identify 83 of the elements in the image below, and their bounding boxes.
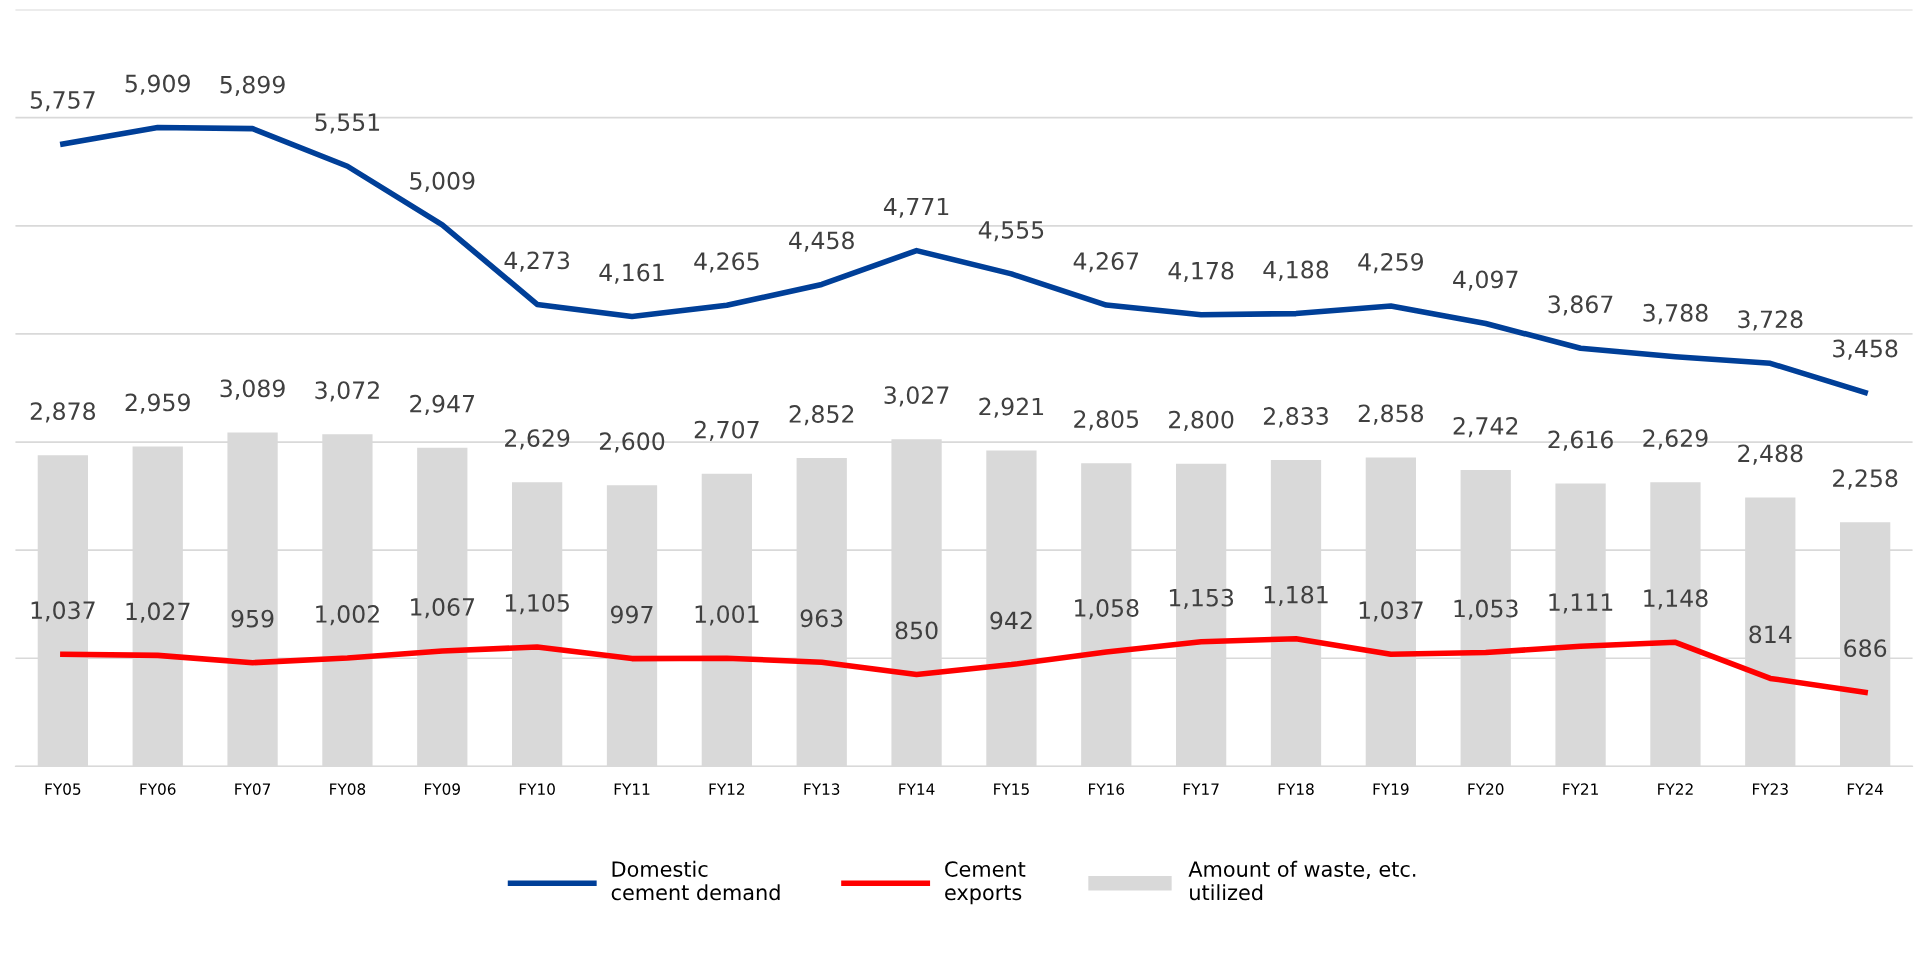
data-label: 3,867: [1548, 295, 1613, 316]
data-label: 2,616: [1548, 430, 1613, 451]
data-label: 959: [231, 609, 274, 628]
data-label: 2,629: [505, 429, 570, 450]
data-label: 942: [990, 611, 1032, 630]
legend-label: Domestic cement demand: [611, 860, 780, 901]
data-label: 4,265: [694, 252, 759, 273]
x-tick-label: FY13: [804, 783, 840, 795]
data-label: 2,629: [1643, 429, 1708, 450]
data-label: 4,178: [1168, 261, 1234, 282]
data-label: 3,788: [1643, 303, 1708, 325]
x-tick-label: FY11: [614, 783, 650, 795]
x-tick-label: FY06: [140, 783, 176, 795]
data-label: 2,858: [1358, 404, 1424, 425]
data-label: 2,833: [1263, 407, 1328, 428]
data-label: 2,258: [1833, 469, 1898, 490]
data-label: 814: [1749, 625, 1792, 644]
data-label: 5,909: [125, 74, 190, 95]
data-label: 5,757: [30, 91, 95, 112]
data-label: 4,161: [599, 263, 664, 284]
x-tick-label: FY05: [45, 783, 81, 795]
data-label: 4,188: [1263, 260, 1329, 281]
data-label: 2,805: [1074, 410, 1139, 431]
data-label: 5,009: [410, 171, 475, 193]
data-label: 1,037: [1359, 601, 1423, 622]
data-label: 963: [800, 609, 843, 628]
x-tick-label: FY08: [330, 783, 366, 795]
data-label: 1,153: [1169, 588, 1234, 610]
data-label: 3,728: [1738, 310, 1803, 331]
data-label: 2,707: [694, 420, 759, 442]
x-tick-label: FY12: [709, 783, 745, 795]
x-tick-label: FY19: [1373, 783, 1409, 795]
data-label: 4,259: [1358, 252, 1423, 274]
x-tick-label: FY09: [425, 783, 460, 795]
data-label: 2,959: [125, 393, 190, 414]
data-label: 686: [1844, 639, 1887, 658]
data-label: 2,742: [1453, 416, 1518, 438]
x-tick-label: FY20: [1468, 783, 1504, 795]
data-label: 2,921: [979, 397, 1044, 418]
data-label: 2,852: [789, 405, 854, 426]
data-label: 4,097: [1453, 270, 1518, 291]
data-label: 5,551: [315, 113, 380, 134]
data-label: 2,488: [1738, 444, 1803, 465]
data-label: 4,267: [1073, 252, 1139, 273]
x-tick-label: FY14: [899, 783, 935, 795]
x-tick-label: FY23: [1753, 783, 1788, 795]
data-label: 4,555: [978, 221, 1044, 242]
legend-label: Cement exports: [945, 861, 1026, 905]
data-label: 1,058: [1075, 599, 1139, 620]
data-label: 4,458: [789, 231, 854, 252]
x-tick-label: FY24: [1847, 783, 1884, 795]
data-label: 3,458: [1833, 339, 1898, 360]
data-label: 1,181: [1264, 585, 1328, 606]
data-label: 4,273: [504, 251, 570, 272]
x-tick-label: FY22: [1658, 783, 1693, 795]
data-label: 5,899: [220, 75, 285, 96]
data-label: 4,771: [883, 197, 949, 218]
data-label: 3,027: [884, 386, 949, 407]
x-tick-label: FY15: [994, 783, 1029, 795]
data-label: 1,001: [695, 605, 759, 626]
data-label: 2,600: [599, 432, 665, 453]
x-tick-label: FY21: [1563, 783, 1598, 795]
data-label: 3,072: [315, 381, 379, 402]
data-label: 1,111: [1549, 593, 1613, 614]
data-label: 997: [610, 605, 653, 624]
data-label: 1,037: [31, 601, 95, 622]
data-label: 2,800: [1169, 410, 1234, 431]
data-label: 3,089: [220, 379, 285, 400]
data-label: 1,027: [126, 602, 190, 623]
data-label: 1,053: [1454, 599, 1518, 620]
x-tick-label: FY16: [1089, 783, 1125, 795]
data-label: 850: [895, 621, 938, 640]
x-tick-label: FY17: [1183, 783, 1219, 795]
data-label: 1,067: [411, 598, 475, 619]
data-label: 2,878: [30, 402, 96, 423]
data-label: 1,148: [1644, 589, 1708, 610]
x-tick-label: FY07: [235, 783, 271, 795]
data-label: 1,105: [505, 593, 569, 615]
data-label: 2,947: [410, 394, 475, 416]
data-label: 1,002: [316, 605, 379, 626]
x-tick-label: FY18: [1278, 783, 1314, 795]
x-tick-label: FY10: [519, 783, 555, 795]
legend-label: Amount of waste, etc. utilized: [1188, 860, 1416, 901]
